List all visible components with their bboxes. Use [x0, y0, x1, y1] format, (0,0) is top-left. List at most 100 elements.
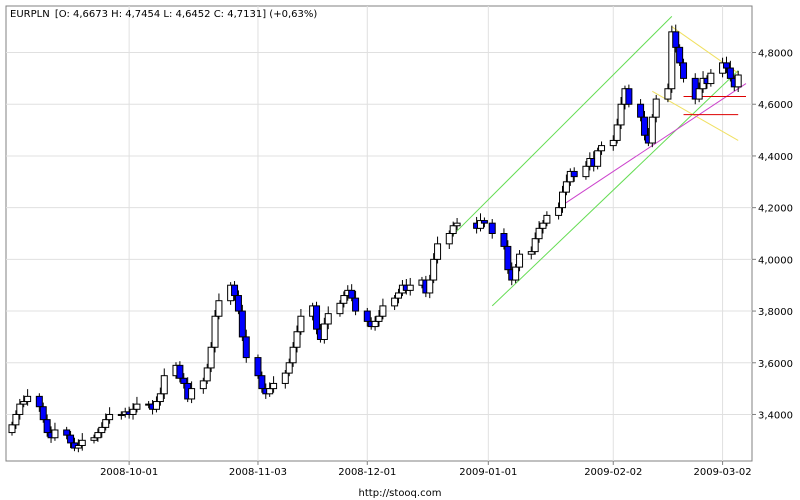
candle-up — [449, 225, 457, 235]
candle-up — [559, 191, 566, 209]
candle-down — [500, 233, 508, 247]
candle-up — [106, 413, 114, 421]
candle-up — [285, 362, 293, 374]
candle-up — [320, 323, 328, 340]
candle-down — [676, 46, 684, 64]
candle-down — [67, 434, 75, 444]
candle-up — [324, 313, 332, 325]
candle-up — [203, 367, 211, 382]
candle-up — [668, 31, 676, 90]
symbol-label: EURPLN — [10, 9, 50, 20]
candle-down — [238, 310, 246, 338]
candle-up — [648, 116, 656, 144]
y-tick-label: 3,6000 — [758, 359, 793, 370]
candles — [8, 24, 742, 453]
candle-up — [74, 444, 82, 449]
candle-down — [640, 116, 648, 136]
y-axis: 3,4000 3,6000 3,8000 4,0000 4,2000 4,4000 4,60… — [752, 49, 793, 421]
candle-down — [180, 377, 188, 384]
candle-up — [207, 346, 215, 369]
candle-up — [707, 72, 715, 85]
candle-up — [281, 372, 289, 384]
trend-lines — [448, 15, 747, 307]
candle-up — [453, 222, 461, 227]
channel-upper-line — [448, 15, 673, 240]
candle-down — [43, 419, 51, 434]
candle-up — [78, 439, 86, 446]
candle-up — [336, 302, 344, 315]
candle-up — [129, 408, 137, 415]
candle-up — [391, 297, 399, 307]
candle-down — [258, 375, 266, 390]
candle-up — [535, 227, 543, 240]
candle-up — [211, 315, 219, 348]
candle-up — [445, 233, 453, 245]
candle-down — [63, 429, 71, 436]
candle-down — [363, 310, 371, 322]
candle-down — [570, 170, 578, 178]
candle-up — [543, 214, 551, 224]
candle-down — [637, 103, 645, 118]
candle-up — [266, 388, 274, 395]
x-tick-label: 2008-12-01 — [338, 467, 396, 478]
candle-up — [293, 331, 301, 348]
candle-down — [176, 364, 184, 379]
candle-up — [16, 403, 24, 415]
candle-up — [379, 305, 387, 317]
candle-down — [488, 222, 496, 234]
x-axis: 2008-10-01 2008-11-03 2008-12-01 2009-01-01… — [100, 461, 752, 478]
plot-frame — [5, 5, 753, 462]
candle-up — [562, 181, 570, 193]
candle-up — [512, 266, 520, 281]
candle-up — [664, 88, 672, 100]
candle-up — [90, 437, 98, 441]
footer-source-link[interactable]: http://stooq.com — [359, 488, 442, 499]
candle-down — [625, 88, 633, 105]
candle-up — [199, 380, 207, 390]
x-tick-label: 2008-10-01 — [100, 467, 158, 478]
x-tick-label: 2009-02-02 — [584, 467, 642, 478]
candle-up — [582, 165, 590, 178]
candle-up — [652, 98, 660, 118]
candle-up — [594, 150, 602, 167]
y-tick-label: 4,8000 — [758, 49, 793, 60]
candle-up — [98, 426, 106, 434]
candle-up — [94, 432, 102, 439]
grid-lines — [6, 6, 752, 461]
candle-up — [297, 315, 305, 333]
candle-down — [35, 395, 43, 408]
candle-up — [289, 346, 297, 364]
candle-up — [375, 315, 383, 322]
x-tick-label: 2009-01-01 — [459, 467, 517, 478]
y-tick-label: 3,4000 — [758, 410, 793, 421]
candle-up — [613, 124, 621, 141]
candle-up — [609, 139, 617, 147]
candle-down — [726, 67, 734, 79]
candle-down — [39, 406, 47, 421]
x-tick-label: 2008-11-03 — [229, 467, 287, 478]
y-tick-label: 4,0000 — [758, 255, 793, 266]
candle-up — [371, 320, 379, 328]
candle-up — [133, 403, 141, 410]
candle-up — [51, 429, 59, 439]
candle-up — [516, 253, 524, 268]
candle-up — [395, 292, 403, 299]
candle-up — [340, 295, 348, 304]
candle-down — [504, 245, 512, 271]
candle-up — [215, 300, 223, 317]
candle-down — [242, 336, 250, 359]
candle-down — [672, 31, 680, 48]
y-tick-label: 4,4000 — [758, 152, 793, 163]
candle-down — [234, 295, 242, 312]
candle-up — [734, 74, 742, 88]
candle-up — [527, 251, 535, 255]
candle-up — [695, 88, 703, 100]
chart-header: EURPLN [O: 4,6673 H: 4,7454 L: 4,6452 C:… — [10, 9, 317, 20]
candle-up — [117, 413, 125, 416]
candle-up — [531, 238, 539, 253]
candle-up — [24, 395, 32, 403]
y-tick-label: 4,2000 — [758, 204, 793, 215]
candle-up — [156, 393, 164, 403]
candle-up — [188, 388, 196, 400]
candle-up — [102, 419, 110, 428]
